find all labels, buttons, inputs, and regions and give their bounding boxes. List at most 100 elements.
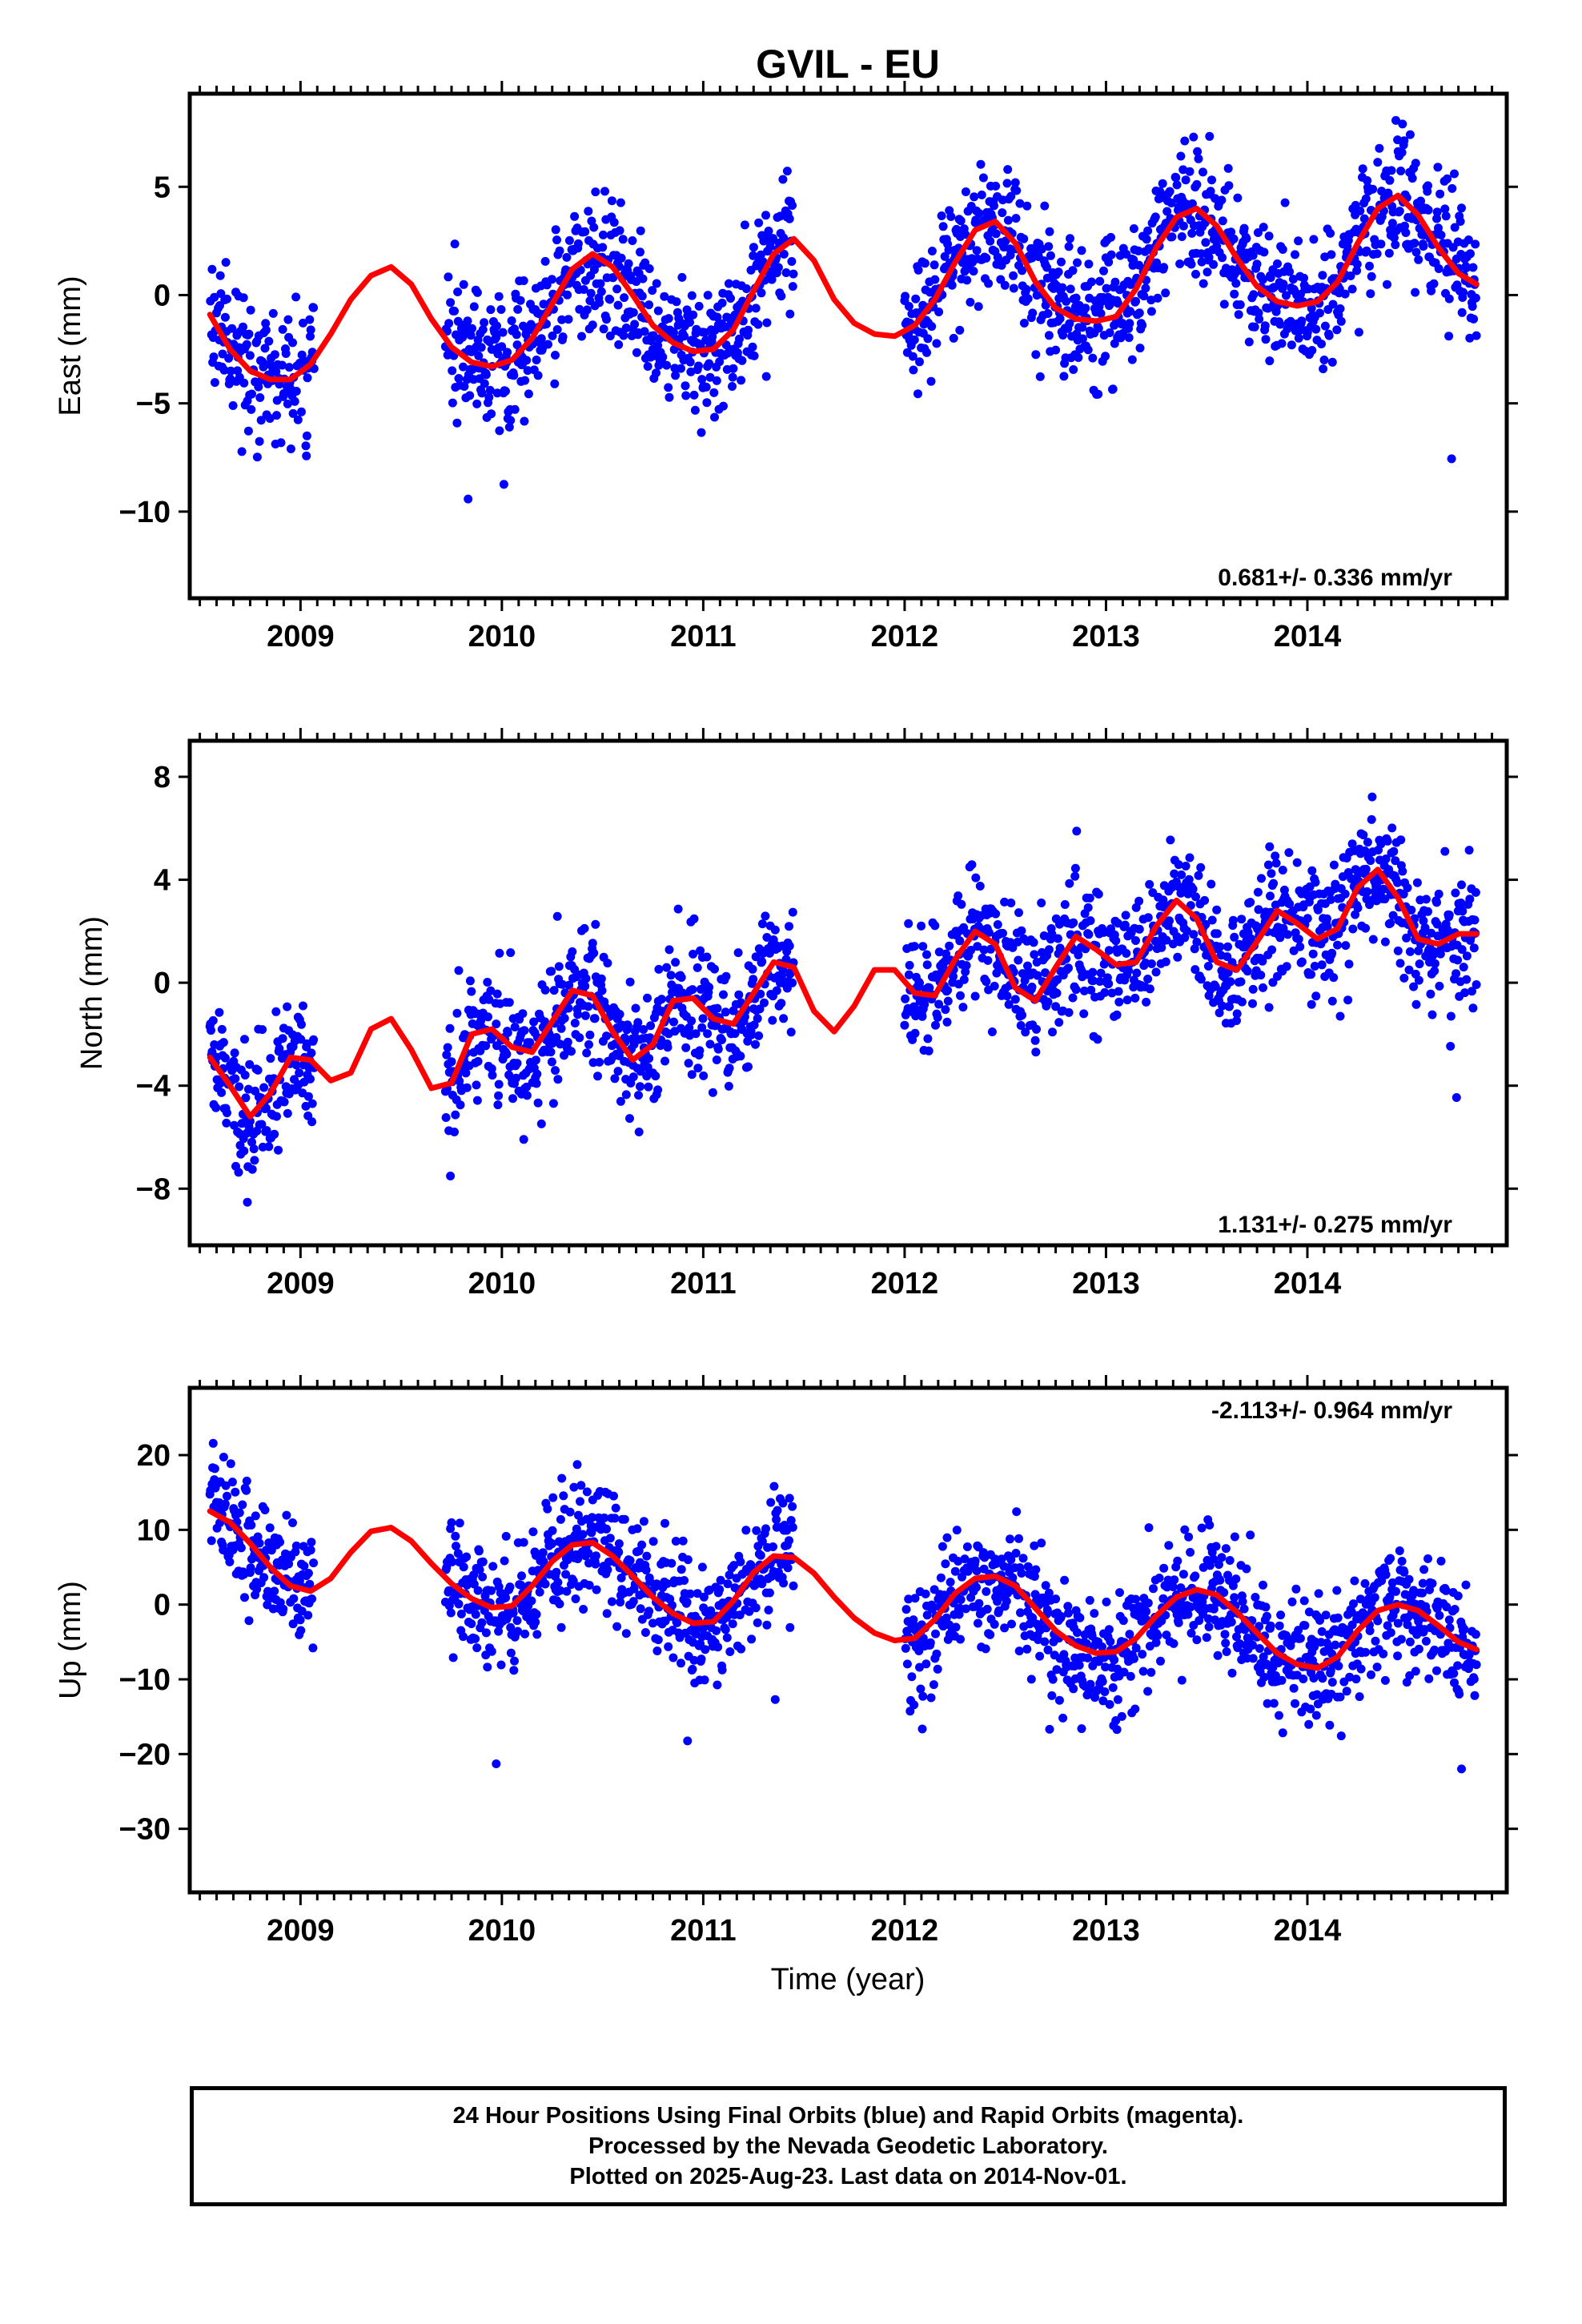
up-data-point [910,1594,920,1603]
up-data-point [1014,1647,1024,1656]
east-data-point [492,388,502,398]
east-data-point [686,367,696,376]
north-data-point [756,989,765,999]
east-data-point [1391,240,1400,250]
north-data-point [590,1014,600,1023]
north-data-point [1096,968,1106,978]
east-data-point [444,319,454,328]
east-data-point [564,315,573,324]
up-data-point [706,1606,716,1615]
north-data-point [518,1009,528,1019]
north-data-point [1462,975,1472,984]
up-data-point [600,1513,609,1522]
north-data-point [510,1023,520,1031]
up-data-point [1209,1554,1219,1564]
east-data-point [1077,246,1086,255]
east-data-point [913,389,922,399]
east-data-point [453,287,463,296]
up-data-point [785,1536,793,1546]
north-data-point [1248,984,1258,994]
north-data-point [909,942,919,951]
east-data-point [499,480,508,489]
north-data-point [943,986,953,995]
north-data-point [241,1093,251,1103]
east-data-point [1375,143,1384,153]
east-data-point [1223,163,1233,173]
north-data-point [751,1039,760,1049]
north-data-point [975,882,985,891]
east-data-point [448,366,457,376]
east-data-point [697,428,706,437]
east-data-point [1282,291,1291,300]
north-data-point [563,1037,572,1047]
north-data-point [623,1021,632,1031]
north-data-point [1093,1035,1102,1044]
north-data-point [636,1067,645,1076]
up-data-point [506,1648,516,1658]
north-data-point [568,947,577,956]
north-data-point [1008,943,1018,952]
east-data-point [648,286,657,296]
up-data-point [306,1546,315,1555]
north-data-point [240,1071,250,1080]
north-data-point [1200,895,1210,905]
north-data-point [553,1075,563,1084]
north-data-point [1409,982,1419,991]
north-data-point [506,948,516,958]
east-data-point [982,253,991,263]
up-data-point [1225,1556,1235,1565]
north-data-point [677,973,686,982]
up-data-point [532,1630,542,1639]
up-data-point [1143,1598,1153,1608]
north-data-point [235,1082,244,1092]
north-data-point [1027,983,1037,991]
north-data-point [584,1002,593,1011]
east-data-point [1009,283,1018,293]
up-data-point [721,1625,730,1634]
up-data-point [713,1642,723,1652]
east-data-point [1457,308,1467,317]
east-data-point [459,279,468,289]
east-data-point [1401,228,1411,237]
north-data-point [1151,967,1161,977]
up-data-point [764,1606,773,1614]
east-data-point [1201,238,1211,247]
north-data-point [1228,915,1238,925]
east-data-point [487,409,496,419]
north-data-point [1086,985,1096,995]
up-data-point [548,1493,558,1502]
north-data-point [1432,898,1441,907]
up-data-point [1012,1507,1022,1517]
east-data-point [552,325,562,334]
north-data-point [250,1156,259,1165]
east-data-point [510,404,520,414]
up-data-point [1238,1597,1247,1606]
up-data-point [1138,1650,1147,1659]
east-data-point [1006,191,1016,201]
up-data-point [487,1647,496,1656]
east-data-point [1094,389,1103,399]
north-data-point [1412,878,1422,887]
up-data-point [685,1589,695,1598]
east-data-point [224,353,234,363]
north-data-point [1037,899,1046,907]
north-data-point [1387,823,1397,833]
north-data-point [519,1135,528,1144]
east-data-point [978,173,988,183]
north-data-point [547,1057,556,1067]
east-data-point [1205,131,1215,141]
up-data-point [569,1482,579,1492]
north-data-point [1295,942,1305,951]
east-data-point [501,387,510,396]
up-data-point [1048,1675,1058,1684]
east-data-point [920,259,930,268]
up-data-point [752,1526,761,1535]
north-data-point [613,1067,623,1076]
north-data-point [1114,997,1124,1007]
up-data-point [741,1526,751,1535]
east-data-point [741,284,751,293]
east-data-point [221,258,231,267]
east-data-point [1384,248,1394,258]
